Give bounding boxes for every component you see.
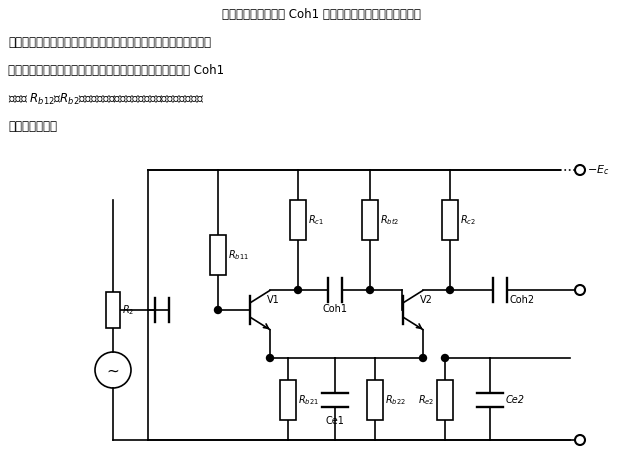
Bar — [367, 380, 383, 420]
Text: 容耦合放大器。: 容耦合放大器。 — [8, 120, 57, 133]
Text: Coh2: Coh2 — [509, 295, 534, 305]
Text: $R_{b22}$: $R_{b22}$ — [385, 393, 406, 407]
Text: $-E_c$: $-E_c$ — [587, 163, 610, 177]
Bar — [280, 380, 296, 420]
Text: 和电阻 $R_{b12}$、$R_{b2}$等组成的耦合电路而联系，因此，电路被称为阻: 和电阻 $R_{b12}$、$R_{b2}$等组成的耦合电路而联系，因此，电路被… — [8, 92, 204, 107]
Text: ~: ~ — [107, 363, 119, 379]
Bar — [442, 200, 458, 240]
Circle shape — [447, 286, 453, 294]
Text: 称为耦合电容。在此种电路中，第一级和第二级是通过电容 Coh1: 称为耦合电容。在此种电路中，第一级和第二级是通过电容 Coh1 — [8, 64, 224, 77]
Bar — [362, 200, 378, 240]
Text: $R_{b21}$: $R_{b21}$ — [298, 393, 319, 407]
Circle shape — [266, 355, 274, 361]
Text: $R_{b11}$: $R_{b11}$ — [228, 248, 249, 262]
Circle shape — [215, 307, 222, 313]
Text: Ce1: Ce1 — [325, 416, 344, 426]
Circle shape — [295, 286, 301, 294]
Text: $R_2$: $R_2$ — [122, 303, 134, 317]
Text: Coh1: Coh1 — [323, 304, 347, 314]
Text: V1: V1 — [267, 295, 279, 305]
Text: $R_{c2}$: $R_{c2}$ — [460, 213, 476, 227]
Bar — [290, 200, 306, 240]
Text: 两级放大器通过电容 Coh1 联系起来，它将第一级的直流分: 两级放大器通过电容 Coh1 联系起来，它将第一级的直流分 — [207, 8, 421, 21]
Text: V2: V2 — [420, 295, 433, 305]
Text: $R_{e2}$: $R_{e2}$ — [418, 393, 435, 407]
Text: $R_{c1}$: $R_{c1}$ — [308, 213, 324, 227]
Text: $R_{bt2}$: $R_{bt2}$ — [380, 213, 399, 227]
Text: Ce2: Ce2 — [506, 395, 525, 405]
Bar — [106, 292, 120, 328]
Bar — [210, 235, 226, 275]
Circle shape — [367, 286, 374, 294]
Circle shape — [441, 355, 448, 361]
Circle shape — [420, 355, 426, 361]
Bar — [437, 380, 453, 420]
Text: 量隔离，而将第一级放大的交流信号送到下一级放大器，所以，它: 量隔离，而将第一级放大的交流信号送到下一级放大器，所以，它 — [8, 36, 211, 49]
